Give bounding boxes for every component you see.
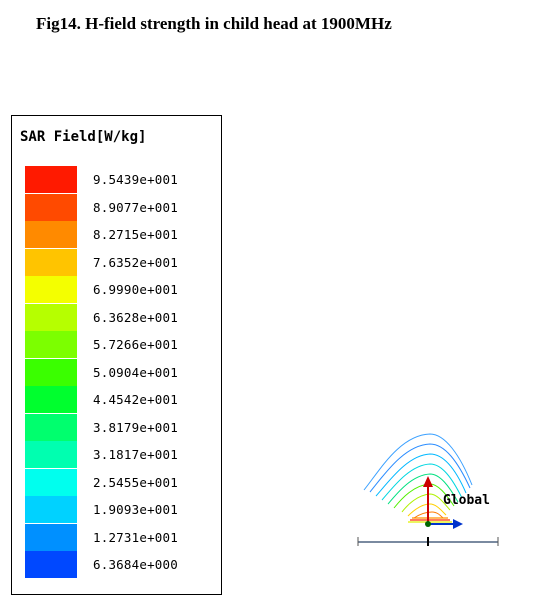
- legend-row: 8.2715e+001: [25, 221, 220, 248]
- legend-row: 6.9990e+001: [25, 276, 220, 303]
- legend-title: SAR Field[W/kg]: [20, 129, 147, 145]
- legend-row: 9.5439e+001: [25, 166, 220, 193]
- legend-row: 5.7266e+001: [25, 331, 220, 358]
- legend-row: 1.2731e+001: [25, 523, 220, 551]
- legend-row: 2.5455e+001: [25, 468, 220, 496]
- legend-row: 3.1817e+001: [25, 441, 220, 468]
- legend-value-label: 9.5439e+001: [93, 172, 178, 187]
- legend-color-swatch: [25, 413, 77, 441]
- legend-value-label: 2.5455e+001: [93, 474, 178, 490]
- legend-color-swatch: [25, 221, 77, 248]
- field-plot-viewport[interactable]: [350, 430, 530, 555]
- legend-value-label: 6.3628e+001: [93, 309, 178, 325]
- legend-color-swatch: [25, 303, 77, 331]
- legend-color-swatch: [25, 193, 77, 221]
- legend-color-swatch: [25, 551, 77, 578]
- legend-color-swatch: [25, 496, 77, 523]
- legend-color-swatch: [25, 166, 77, 193]
- contour-lines: [363, 433, 473, 519]
- legend-value-label: 3.8179e+001: [93, 419, 178, 435]
- figure-caption: Fig14. H-field strength in child head at…: [36, 14, 392, 33]
- legend-color-swatch: [25, 248, 77, 276]
- legend-value-label: 6.9990e+001: [93, 282, 178, 297]
- legend-row: 7.6352e+001: [25, 248, 220, 276]
- legend-row: 5.0904e+001: [25, 358, 220, 386]
- legend-value-label: 8.2715e+001: [93, 227, 178, 242]
- legend-value-label: 1.9093e+001: [93, 502, 178, 517]
- legend-color-swatch: [25, 441, 77, 468]
- legend-row: 6.3628e+001: [25, 303, 220, 331]
- legend-value-label: 5.7266e+001: [93, 337, 178, 352]
- contour-outer: [363, 433, 473, 491]
- contour-3: [375, 453, 467, 497]
- contour-2: [369, 443, 471, 493]
- contour-8: [407, 503, 447, 517]
- contour-7: [401, 493, 451, 513]
- legend-color-swatch: [25, 468, 77, 496]
- contour-5: [387, 473, 459, 505]
- legend-value-label: 1.2731e+001: [93, 529, 178, 545]
- legend-row: 8.9077e+001: [25, 193, 220, 221]
- contour-4: [381, 463, 463, 501]
- contour-9: [413, 511, 444, 519]
- legend-color-swatch: [25, 331, 77, 358]
- legend-color-swatch: [25, 523, 77, 551]
- legend-row: 6.3684e+000: [25, 551, 220, 578]
- legend-value-label: 6.3684e+000: [93, 557, 178, 572]
- legend-row: 1.9093e+001: [25, 496, 220, 523]
- legend-value-label: 8.9077e+001: [93, 199, 178, 215]
- legend-row: 3.8179e+001: [25, 413, 220, 441]
- axis-label-global: Global: [443, 493, 490, 508]
- legend-color-swatch: [25, 386, 77, 413]
- legend-color-swatch: [25, 276, 77, 303]
- legend-color-swatch: [25, 358, 77, 386]
- legend-value-label: 7.6352e+001: [93, 254, 178, 270]
- legend-row: 4.4542e+001: [25, 386, 220, 413]
- legend-value-label: 5.0904e+001: [93, 364, 178, 380]
- coordinate-axes-icon: [423, 476, 463, 529]
- sar-legend: SAR Field[W/kg] 9.5439e+001 8.9077e+001 8.…: [11, 115, 222, 595]
- axis-scale-bar: [357, 537, 499, 546]
- legend-value-label: 3.1817e+001: [93, 447, 178, 462]
- hotspot: [408, 517, 452, 523]
- legend-value-label: 4.4542e+001: [93, 392, 178, 407]
